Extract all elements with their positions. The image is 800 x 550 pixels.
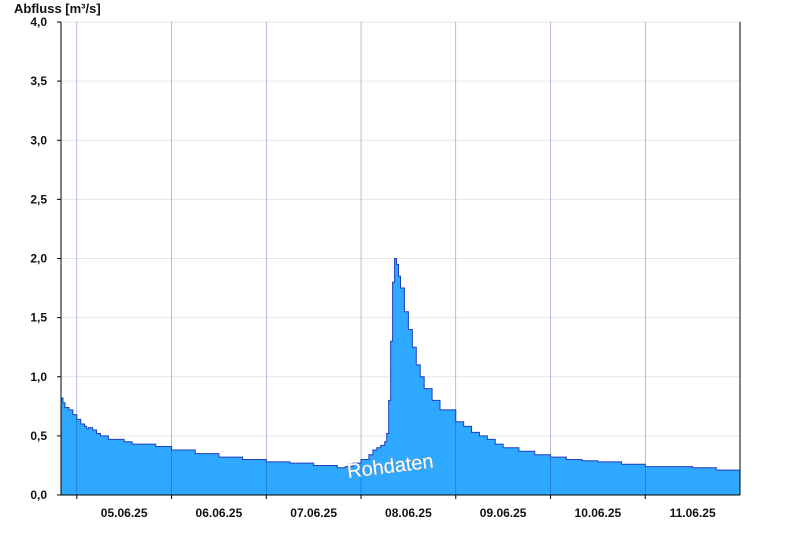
discharge-area — [61, 258, 740, 495]
x-tick-label: 10.06.25 — [575, 506, 622, 520]
y-tick-label: 4,0 — [30, 15, 47, 29]
y-tick-label: 2,5 — [30, 192, 47, 206]
x-axis-ticks: 05.06.25 06.06.25 07.06.25 08.06.25 09.06.25… — [76, 495, 716, 520]
y-tick-label: 0,0 — [30, 488, 47, 502]
discharge-line — [61, 258, 741, 472]
x-tick-label: 09.06.25 — [480, 506, 527, 520]
y-tick-label: 0,5 — [30, 429, 47, 443]
y-tick-label: 1,0 — [30, 370, 47, 384]
x-tick-label: 08.06.25 — [385, 506, 432, 520]
x-tick-label: 07.06.25 — [290, 506, 337, 520]
x-tick-label: 11.06.25 — [670, 506, 716, 520]
y-tick-label: 2,0 — [30, 252, 47, 266]
y-tick-label: 1,5 — [30, 311, 47, 325]
data-series-layer — [61, 258, 741, 495]
x-tick-label: 05.06.25 — [101, 506, 148, 520]
day-separators — [76, 22, 646, 495]
y-tick-label: 3,5 — [30, 74, 47, 88]
y-axis-ticks: 0,0 0,5 1,0 1,5 2,0 2,5 3,0 3,5 4,0 — [30, 15, 61, 502]
x-tick-label: 06.06.25 — [196, 506, 243, 520]
y-axis-label: Abfluss [m³/s] — [14, 1, 101, 16]
y-tick-label: 3,0 — [30, 133, 47, 147]
